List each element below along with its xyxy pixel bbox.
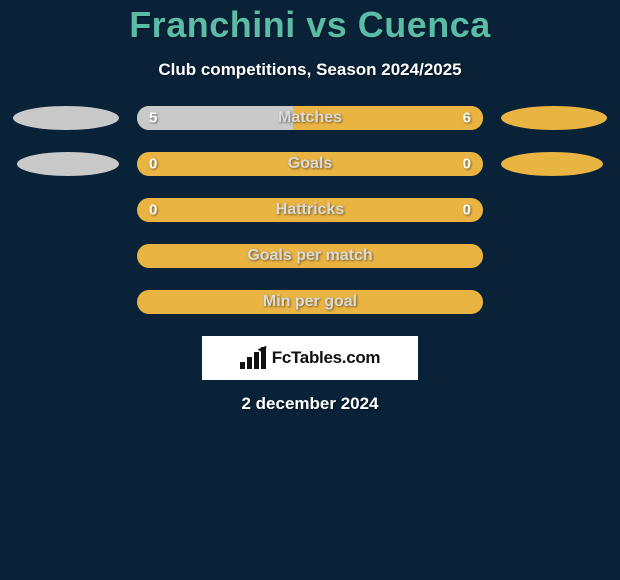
mpg-left-spacer — [13, 290, 119, 314]
matches-left-ellipse — [13, 106, 119, 130]
gpm-right-spacer — [501, 244, 607, 268]
matches-label: Matches — [278, 109, 342, 127]
logo-text: FcTables.com — [272, 348, 381, 368]
goals-right-ellipse — [501, 152, 603, 176]
goals-left-value: 0 — [149, 156, 157, 173]
gpm-bar: Goals per match — [137, 244, 483, 268]
matches-right-value: 6 — [463, 110, 471, 127]
row-hattricks: 0 Hattricks 0 — [0, 198, 620, 222]
hattricks-bar: 0 Hattricks 0 — [137, 198, 483, 222]
mpg-bar: Min per goal — [137, 290, 483, 314]
hattricks-left-value: 0 — [149, 202, 157, 219]
matches-fill-left — [137, 106, 293, 130]
hattricks-right-value: 0 — [463, 202, 471, 219]
content: Franchini vs Cuenca Club competitions, S… — [0, 0, 620, 414]
hattricks-label: Hattricks — [276, 201, 344, 219]
row-matches: 5 Matches 6 — [0, 106, 620, 130]
matches-right-ellipse — [501, 106, 607, 130]
goals-left-ellipse — [17, 152, 119, 176]
goals-bar: 0 Goals 0 — [137, 152, 483, 176]
row-gpm: Goals per match — [0, 244, 620, 268]
bar-chart-icon — [240, 347, 266, 369]
row-mpg: Min per goal — [0, 290, 620, 314]
mpg-label: Min per goal — [263, 293, 357, 311]
gpm-left-spacer — [13, 244, 119, 268]
row-goals: 0 Goals 0 — [0, 152, 620, 176]
matches-left-value: 5 — [149, 110, 157, 127]
hattricks-left-spacer — [13, 198, 119, 222]
logo-box: FcTables.com — [202, 336, 418, 380]
mpg-right-spacer — [501, 290, 607, 314]
gpm-label: Goals per match — [247, 247, 372, 265]
page-subtitle: Club competitions, Season 2024/2025 — [0, 60, 620, 80]
goals-right-value: 0 — [463, 156, 471, 173]
matches-bar: 5 Matches 6 — [137, 106, 483, 130]
goals-label: Goals — [288, 155, 332, 173]
hattricks-right-spacer — [501, 198, 607, 222]
page-title: Franchini vs Cuenca — [0, 4, 620, 46]
stat-rows: 5 Matches 6 0 Goals 0 0 Hattricks 0 — [0, 106, 620, 314]
footer-date: 2 december 2024 — [0, 394, 620, 414]
